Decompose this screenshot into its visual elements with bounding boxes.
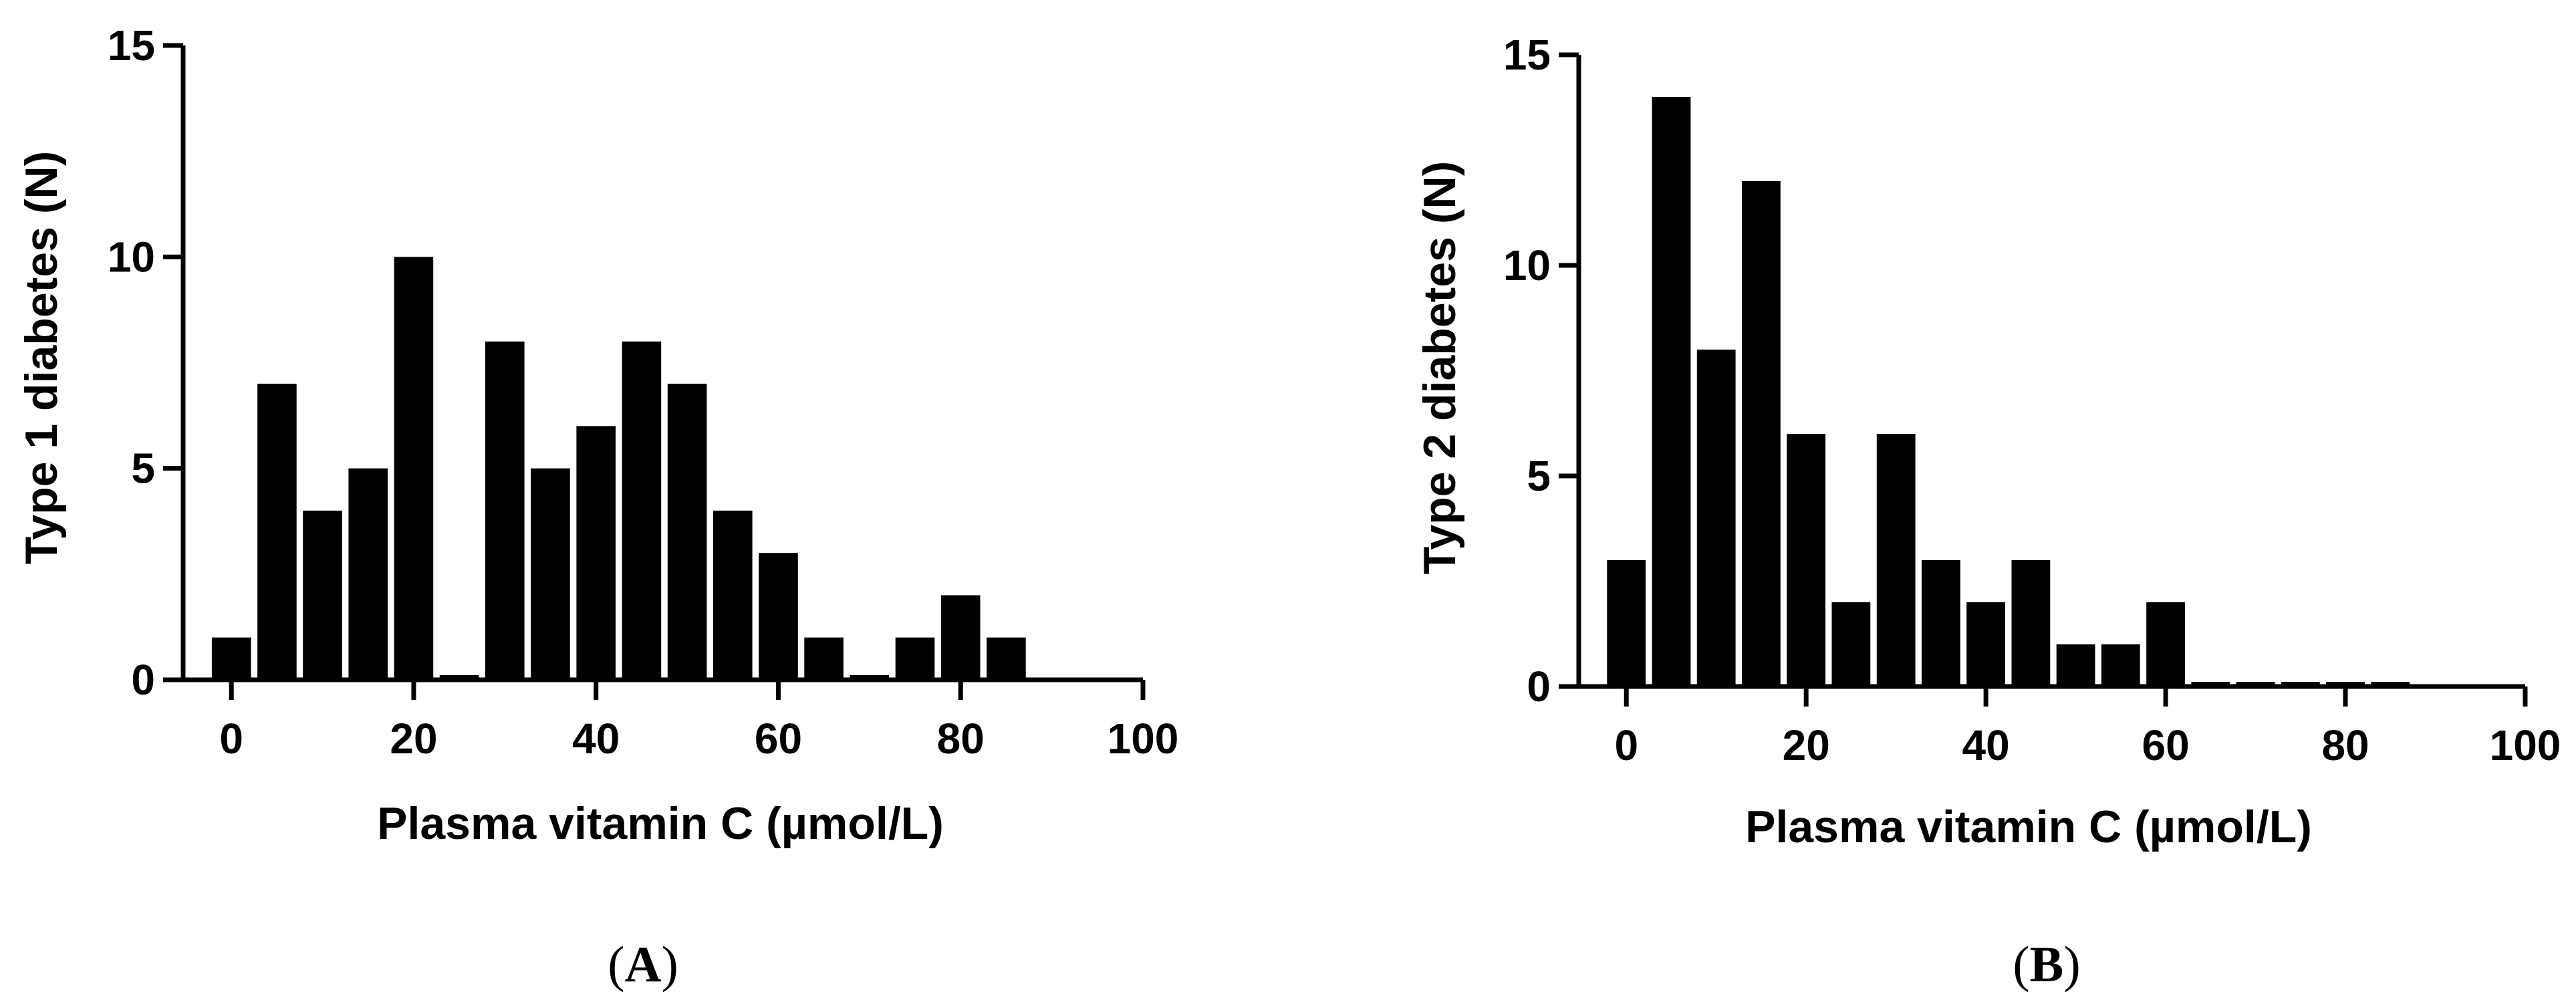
y-tick-label: 15 <box>1503 31 1551 79</box>
panel-b-label: (B) <box>2013 936 2080 993</box>
x-tick-label: 40 <box>1962 721 2010 769</box>
panel-b-label-close: ) <box>2063 936 2080 993</box>
bar <box>2146 602 2185 686</box>
y-tick-label: 15 <box>108 21 155 70</box>
y-tick-label: 0 <box>131 656 155 704</box>
bar <box>895 637 935 680</box>
bar <box>804 637 844 680</box>
bar <box>713 510 753 680</box>
bar <box>1652 97 1691 686</box>
chart-b-axes <box>1576 55 2525 689</box>
bar <box>485 341 525 680</box>
y-tick-label: 0 <box>1527 662 1551 711</box>
chart-b-x-axis-label: Plasma vitamin C (µmol/L) <box>1745 801 2312 852</box>
x-tick-label: 20 <box>390 715 437 763</box>
bar <box>987 637 1026 680</box>
panel-a-label-close: ) <box>661 936 678 993</box>
chart-a-bars <box>211 257 1026 680</box>
x-tick-label: 0 <box>219 715 243 763</box>
bar <box>1696 350 1736 686</box>
bar <box>2011 560 2051 686</box>
bar <box>257 384 297 680</box>
y-tick-label: 10 <box>1503 241 1551 289</box>
bar <box>1607 560 1646 686</box>
panel-b-label-open: ( <box>2013 936 2029 993</box>
chart-a-axes <box>180 45 1143 682</box>
panel-a-label-letter: A <box>625 936 662 993</box>
x-tick-label: 20 <box>1783 721 1830 769</box>
x-tick-label: 0 <box>1614 721 1638 769</box>
x-tick-label: 100 <box>2490 721 2561 769</box>
y-tick-label: 5 <box>131 445 155 493</box>
chart-b: 0 5 10 15 0 20 40 60 80 100 Plasma vitamin C (µmo… <box>1414 31 2561 993</box>
chart-a-y-axis-label: Type 1 diabetes (N) <box>16 151 67 564</box>
chart-a: 0 5 10 15 0 20 40 60 80 100 Plasma vitamin C (µmo… <box>16 21 1178 993</box>
y-tick-label: 10 <box>108 233 155 281</box>
bar <box>667 384 707 680</box>
bar <box>622 341 662 680</box>
x-tick-label: 40 <box>572 715 620 763</box>
x-tick-label: 80 <box>2321 721 2369 769</box>
x-tick-label: 80 <box>937 715 985 763</box>
chart-b-bars <box>1607 97 2410 686</box>
bar <box>394 257 434 680</box>
y-tick-label: 5 <box>1527 452 1551 500</box>
bar <box>1787 434 1826 686</box>
x-tick-label: 100 <box>1108 715 1179 763</box>
bar <box>1922 560 1960 686</box>
bar <box>940 595 981 680</box>
chart-a-x-axis-label: Plasma vitamin C (µmol/L) <box>377 798 944 849</box>
x-tick-label: 60 <box>755 715 802 763</box>
bar <box>576 426 616 680</box>
panel-b-label-letter: B <box>2030 936 2064 993</box>
bar <box>1831 602 1871 686</box>
bar <box>759 553 798 680</box>
bar <box>211 637 251 680</box>
x-tick-label: 60 <box>2142 721 2190 769</box>
bar <box>348 468 388 680</box>
bar <box>303 510 342 680</box>
bar <box>1742 181 1781 686</box>
chart-b-ticks: 0 5 10 15 0 20 40 60 80 100 <box>1503 31 2561 769</box>
bar <box>1966 602 2005 686</box>
bar <box>1876 434 1916 686</box>
bar <box>2101 644 2140 686</box>
chart-b-y-axis-label: Type 2 diabetes (N) <box>1414 161 1465 574</box>
bar <box>2056 644 2095 686</box>
chart-a-ticks: 0 5 10 15 0 20 40 60 80 100 <box>108 21 1179 763</box>
panel-a-label: (A) <box>608 936 678 993</box>
bar <box>531 468 570 680</box>
panel-a-label-open: ( <box>608 936 624 993</box>
